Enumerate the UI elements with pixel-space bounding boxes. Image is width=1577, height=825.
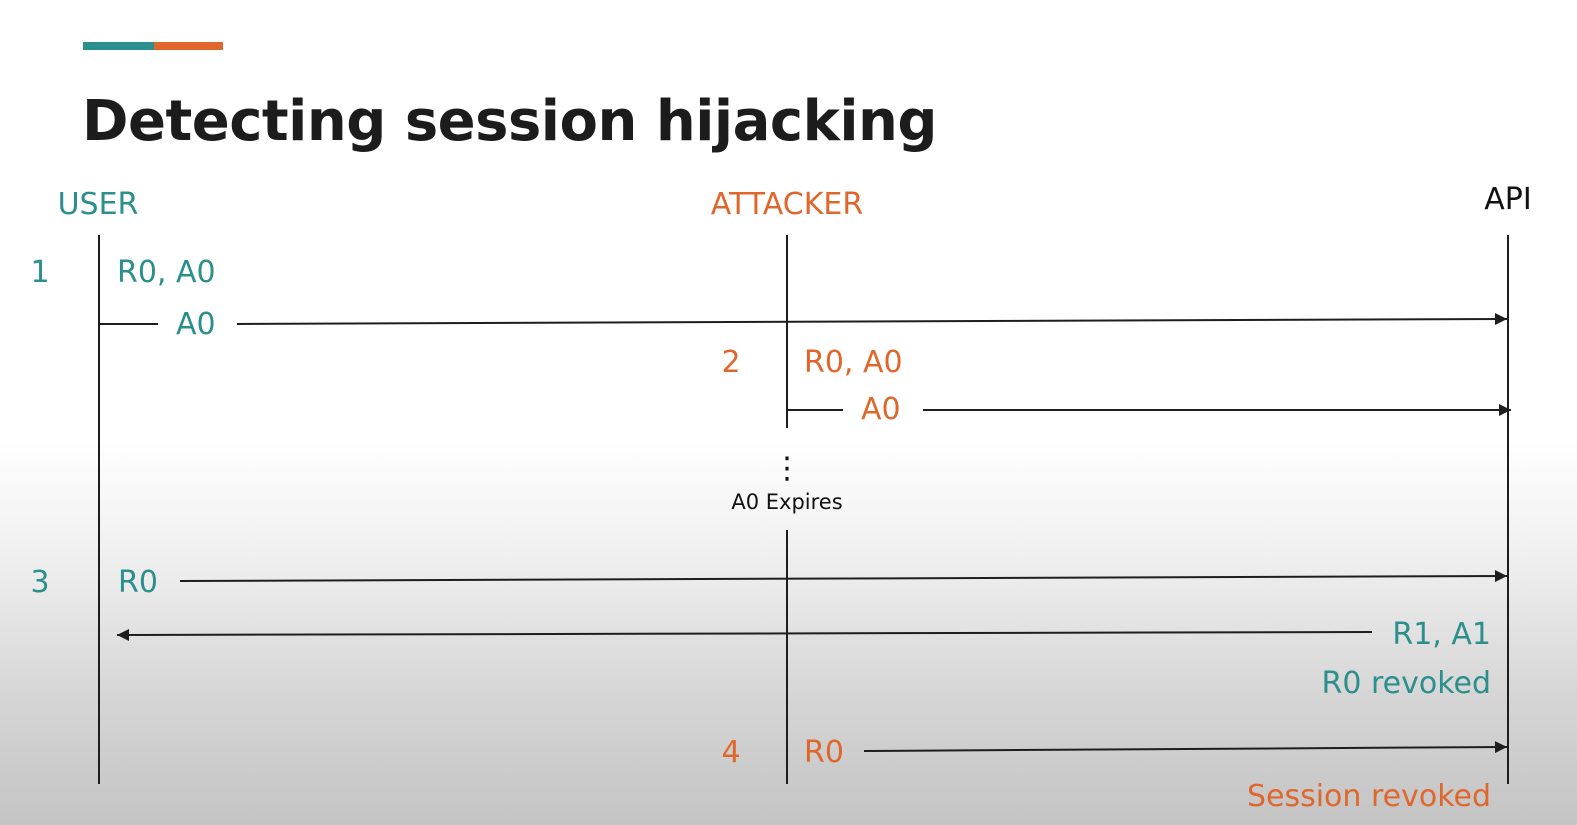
participant-api-label: API [1484,182,1531,217]
step-3-note: R0 revoked [1321,666,1491,701]
step-2-number: 2 [721,345,740,380]
step-3-arrow [179,570,1508,583]
step-4-number: 4 [721,735,740,770]
step-3-message: R0 [118,565,158,600]
step-1-tokens: R0, A0 [117,255,216,290]
step-1-arrow [236,313,1508,326]
accent-bar [83,42,223,50]
step-4-arrow [863,741,1508,754]
slide-title: Detecting session hijacking [82,89,937,154]
step-1-number: 1 [30,255,49,290]
expiry-ellipsis: ⋮ [772,451,802,486]
step-2-tokens: R0, A0 [804,345,903,380]
step-2-message: A0 [861,392,901,427]
step-1-message: A0 [176,307,216,342]
participant-user-label: USER [58,187,139,222]
step-4-note: Session revoked [1247,779,1491,814]
step-3-response-arrow [116,628,1373,641]
participant-attacker-label: ATTACKER [711,187,863,222]
step-4-message: R0 [804,735,844,770]
step-3-number: 3 [30,565,49,600]
expiry-label: A0 Expires [731,490,842,514]
accent-bar-teal [83,42,154,50]
accent-bar-orange [154,42,223,50]
step-3-response: R1, A1 [1392,617,1491,652]
